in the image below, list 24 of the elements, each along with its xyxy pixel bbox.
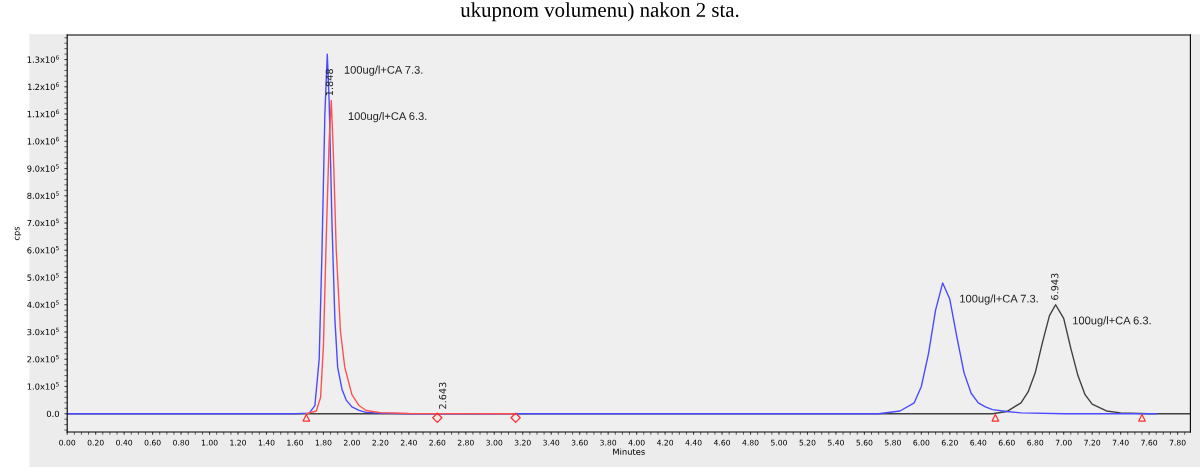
chart-title: ukupnom volumenu) nakon 2 sta. <box>460 2 739 22</box>
annotation: 6.943 <box>1051 273 1059 300</box>
annotation: 100ug/l+CA 6.3. <box>348 111 427 123</box>
y-tick-label: 7.0x10$^{5}$ <box>27 218 59 227</box>
y-tick-label: 0.0 <box>46 410 60 418</box>
y-axis-title: cps <box>14 226 22 241</box>
y-tick-label: 6.0x10$^{5}$ <box>27 245 59 254</box>
y-tick-label: 3.0x10$^{5}$ <box>27 327 59 336</box>
y-tick-label: 9.0x10$^{5}$ <box>27 164 59 172</box>
y-tick-label: 1.0x10$^{5}$ <box>27 382 59 390</box>
annotation: 100ug/l+CA 7.3. <box>960 294 1038 305</box>
y-tick-label: 2.0x10$^{5}$ <box>27 354 59 363</box>
annotation: 1.848 <box>325 69 334 96</box>
y-tick-label: 1.1x10$^{6}$ <box>27 109 59 118</box>
annotation: 100ug/l+CA 7.3. <box>344 65 423 76</box>
y-tick-label: 5.0x10$^{5}$ <box>27 273 59 281</box>
y-tick-label: 4.0x10$^{5}$ <box>27 300 59 308</box>
annotation: 2.643 <box>438 382 447 409</box>
annotation: 100ug/l+CA 6.3. <box>1073 316 1151 327</box>
y-tick-label: 1.2x10$^{6}$ <box>28 82 59 91</box>
y-tick-label: 1.3x10$^{6}$ <box>27 55 59 63</box>
y-tick-label: 8.0x10$^{5}$ <box>27 191 59 199</box>
y-tick-label: 1.0x10$^{6}$ <box>27 136 59 145</box>
x-axis-title: Minutes <box>613 448 645 455</box>
